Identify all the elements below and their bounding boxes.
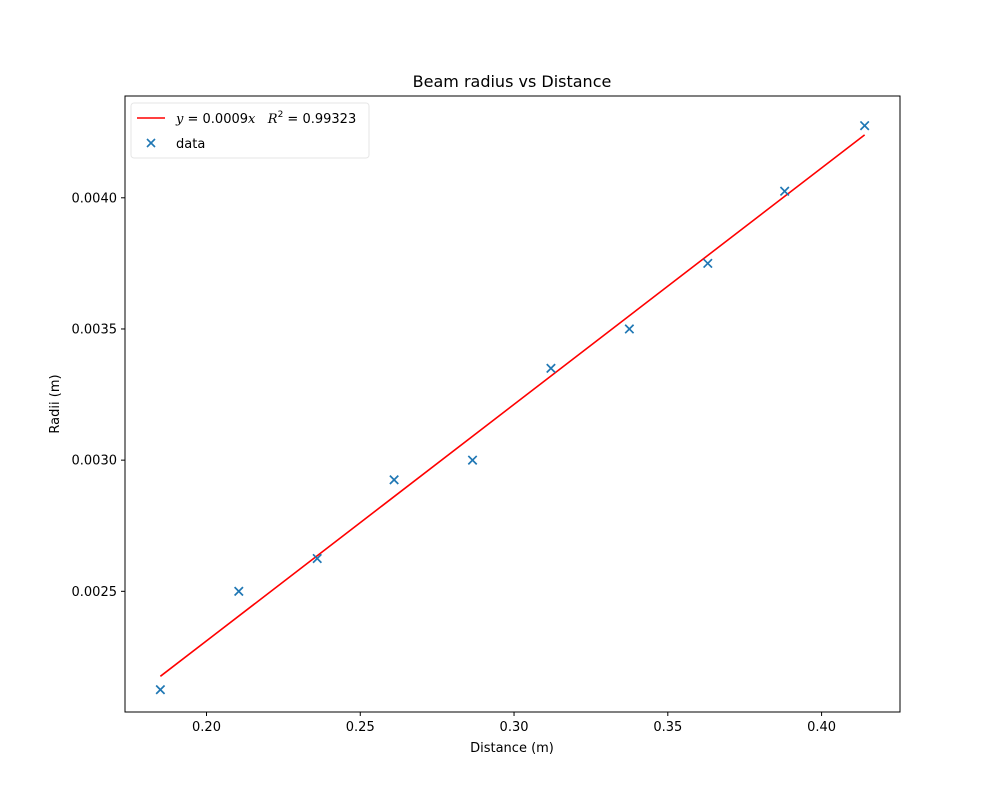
x-axis-label: Distance (m) (470, 741, 554, 756)
legend-fit-eq: = 0.0009 (183, 112, 248, 127)
legend-frame (130, 102, 370, 159)
legend-fit-y: y (175, 112, 184, 127)
data-point (312, 553, 323, 564)
legend-fit-r: R (267, 112, 278, 127)
legend-fit-rval: = 0.99323 (283, 112, 356, 127)
x-tick-label: 0.20 (192, 720, 221, 735)
legend-fit-sup: 2 (278, 110, 284, 120)
legend-fit-x: x (248, 112, 256, 127)
data-point (702, 258, 713, 269)
y-tick-label: 0.0030 (72, 454, 118, 469)
legend-fit-label: y = 0.0009x R2 = 0.99323 (175, 110, 356, 127)
data-point (389, 475, 399, 485)
legend-data-label: data (176, 137, 205, 152)
x-tick-label: 0.30 (500, 720, 529, 735)
x-tick-label: 0.25 (346, 720, 375, 735)
plot-area (155, 120, 870, 695)
data-point (233, 586, 244, 597)
y-tick-label: 0.0035 (72, 322, 118, 337)
x-tick-label: 0.40 (807, 720, 836, 735)
x-tick-label: 0.35 (653, 720, 682, 735)
y-axis: 0.0025 0.0030 0.0035 0.0040 (72, 191, 125, 600)
plot-frame (124, 95, 901, 713)
legend-marker-swatch (146, 138, 156, 148)
data-point (546, 363, 556, 374)
data-point (624, 324, 635, 334)
data-point (779, 186, 790, 197)
data-point (467, 455, 478, 465)
legend-gap (255, 112, 267, 127)
fit-line (159, 134, 866, 677)
data-point (155, 684, 166, 695)
y-tick-label: 0.0040 (72, 191, 118, 206)
chart-title: Beam radius vs Distance (413, 72, 612, 91)
x-axis: 0.20 0.25 0.30 0.35 0.40 (192, 712, 836, 735)
y-tick-label: 0.0025 (72, 585, 118, 600)
data-point (859, 120, 870, 131)
legend: y = 0.0009x R2 = 0.99323 data (130, 102, 370, 159)
y-axis-label: Radii (m) (48, 374, 63, 433)
